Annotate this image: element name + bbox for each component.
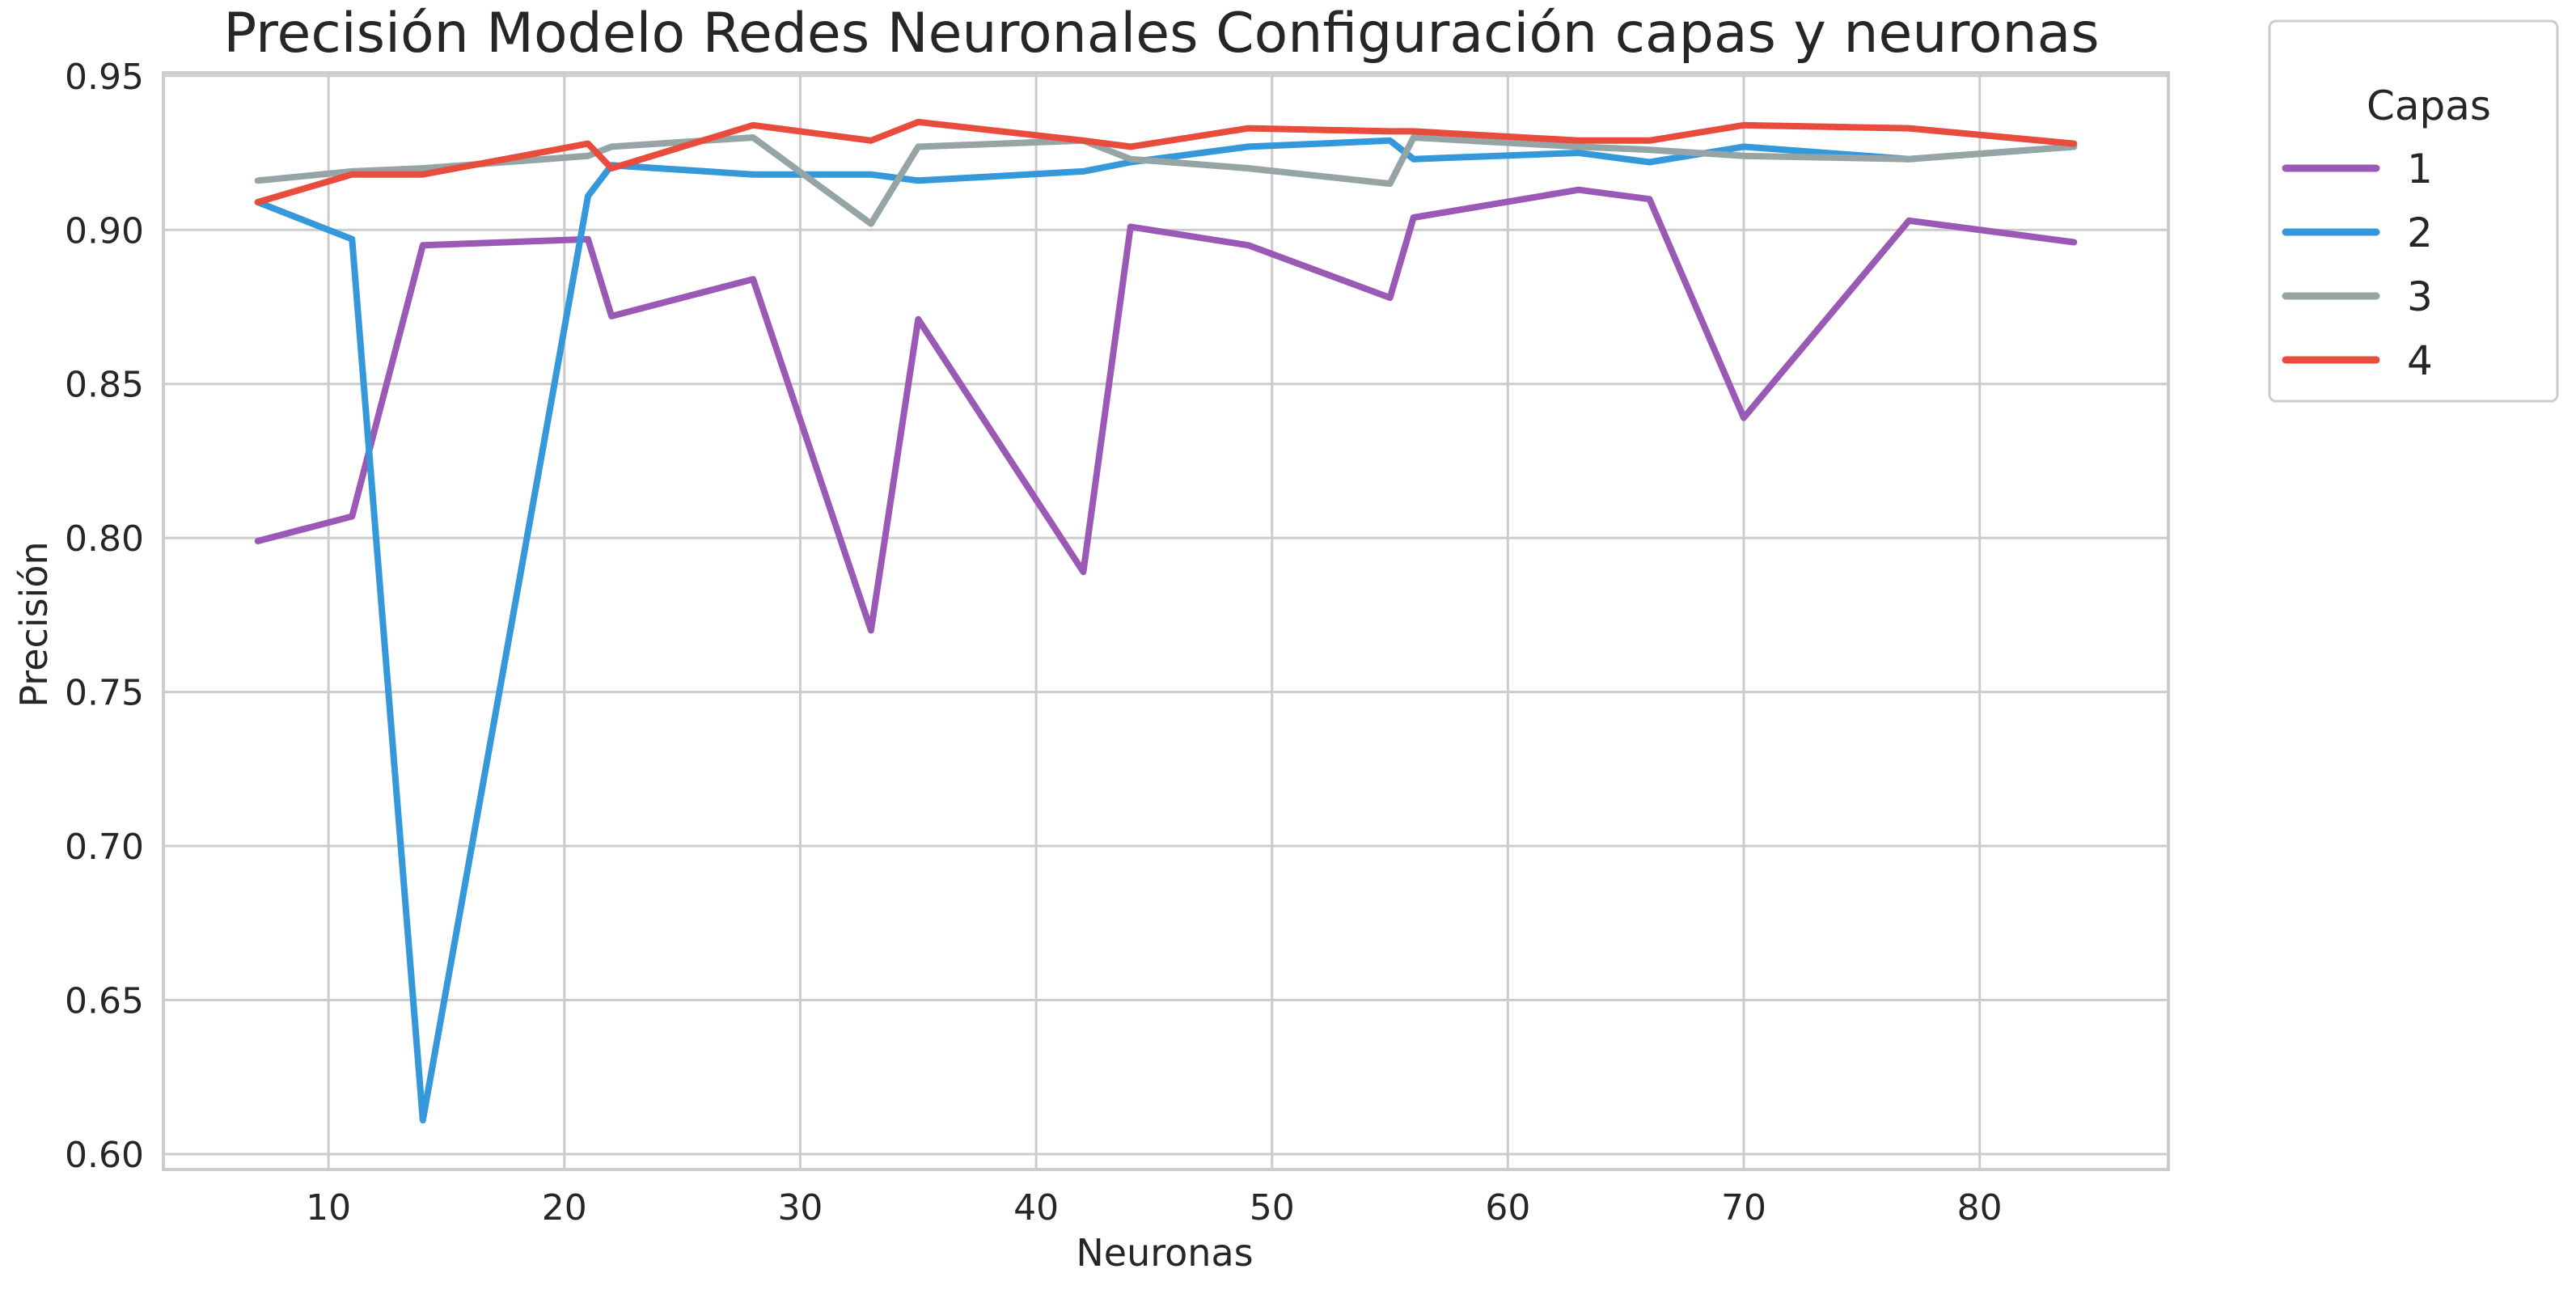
y-tick-label: 0.75	[65, 673, 144, 714]
x-tick-labels: 10 20 30 40 50 60 70 80	[306, 1187, 2003, 1229]
series-lines	[254, 118, 2078, 1124]
y-tick-label: 0.85	[65, 365, 144, 406]
legend-label-capas-2: 2	[2407, 209, 2433, 256]
x-tick-label: 70	[1721, 1187, 1766, 1229]
x-axis-title: Neuronas	[1076, 1231, 1253, 1275]
grid	[163, 73, 2168, 1169]
series-line-capas-1	[254, 186, 2078, 634]
x-tick-label: 30	[777, 1187, 823, 1229]
plot-frame	[162, 71, 2170, 1171]
x-tick-label: 80	[1957, 1187, 2003, 1229]
series-line-capas-2	[254, 137, 2078, 1124]
y-tick-label: 0.80	[65, 518, 144, 560]
y-tick-label: 0.60	[65, 1135, 144, 1176]
x-tick-label: 20	[542, 1187, 587, 1229]
legend-items: 1 2 3 4	[2282, 146, 2433, 384]
chart-title: Precisión Modelo Redes Neuronales Config…	[223, 2, 2099, 66]
y-tick-label: 0.90	[65, 210, 144, 252]
y-tick-label: 0.70	[65, 827, 144, 868]
x-tick-label: 50	[1250, 1187, 1295, 1229]
legend: Capas 1 2 3 4	[2268, 19, 2559, 403]
legend-label-capas-4: 4	[2407, 337, 2433, 384]
legend-label-capas-3: 3	[2407, 273, 2433, 320]
y-axis-title: Precisión	[12, 541, 56, 707]
y-tick-label: 0.65	[65, 981, 144, 1022]
series-line-capas-3	[254, 134, 2078, 227]
y-tick-labels: 0.60 0.65 0.70 0.75 0.80 0.85 0.90 0.95	[65, 57, 144, 1176]
legend-frame	[2268, 19, 2559, 403]
y-tick-label: 0.95	[65, 57, 144, 98]
x-tick-label: 40	[1013, 1187, 1059, 1229]
series-line-capas-4	[254, 118, 2078, 205]
x-tick-label: 10	[306, 1187, 351, 1229]
legend-title: Capas	[2367, 82, 2491, 129]
x-tick-label: 60	[1485, 1187, 1530, 1229]
legend-label-capas-1: 1	[2407, 146, 2433, 192]
